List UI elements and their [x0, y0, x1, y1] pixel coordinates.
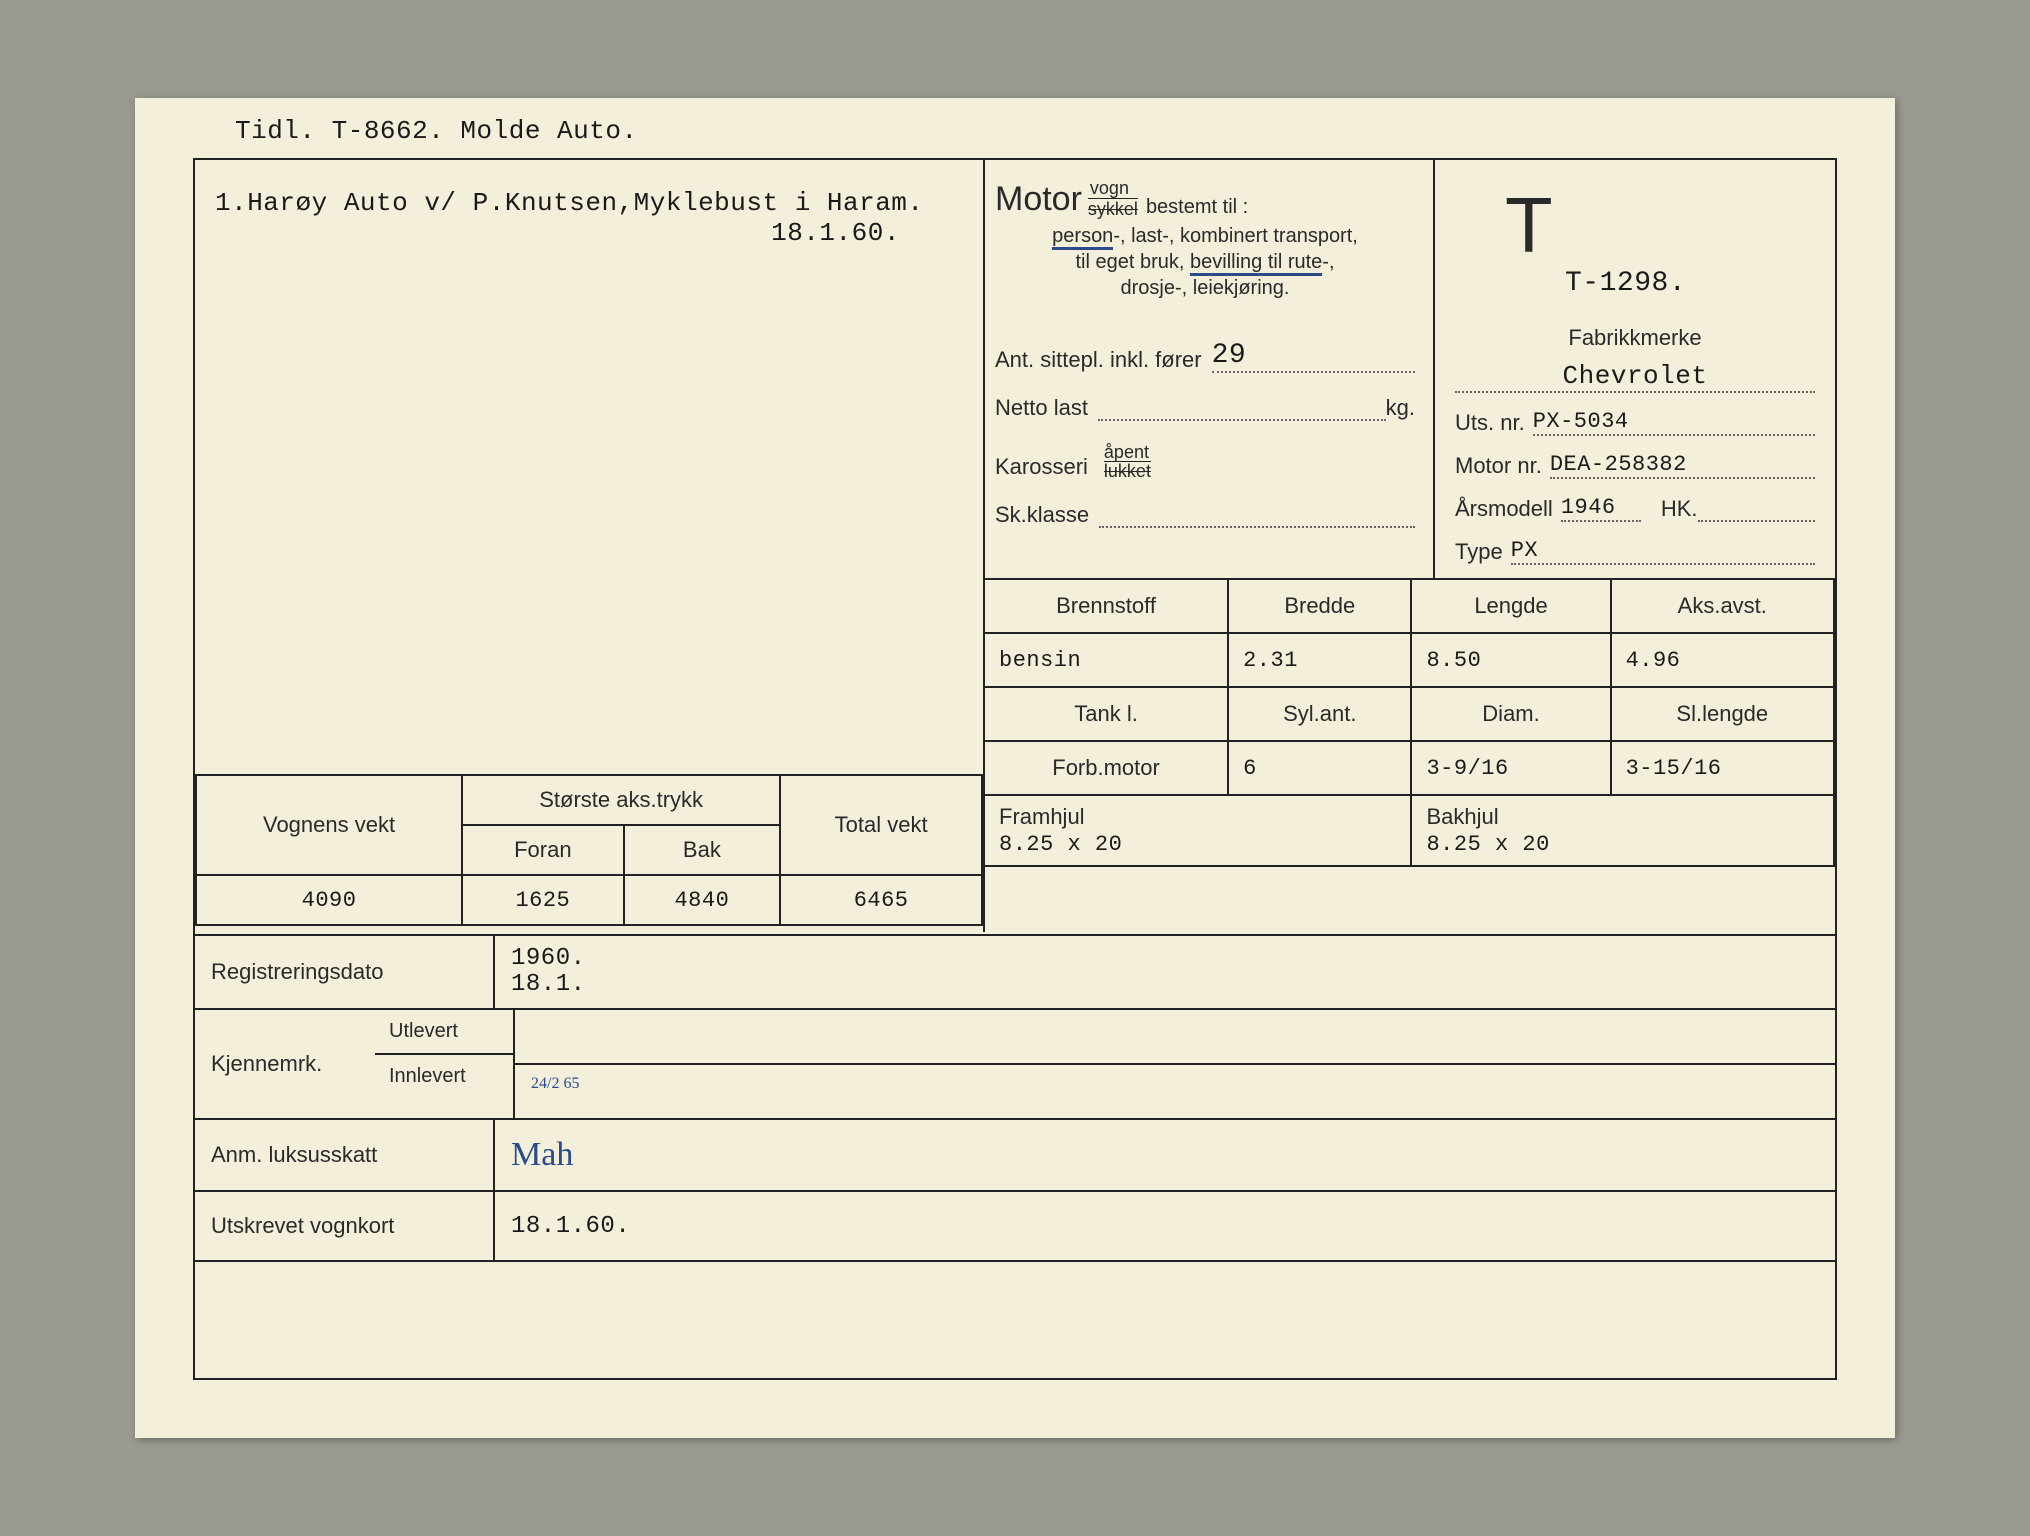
regdato-line1: 1960. — [511, 946, 586, 972]
bestemt-label: bestemt til : — [1146, 196, 1248, 219]
owner-date: 18.1.60. — [771, 218, 900, 248]
hk-value — [1698, 520, 1816, 522]
karosseri-open: åpent — [1104, 443, 1151, 462]
framhjul-value: 8.25 x 20 — [999, 832, 1122, 857]
registration-card: Tidl. T-8662. Molde Auto. 1.Harøy Auto v… — [135, 98, 1895, 1438]
vognens-vekt: 4090 — [196, 875, 462, 925]
arsmodell-label: Årsmodell — [1455, 496, 1553, 522]
reg-number: T-1298. — [1565, 268, 1686, 299]
total-vekt-label: Total vekt — [780, 775, 982, 875]
forbmotor-label: Forb.motor — [984, 741, 1228, 795]
vogn-label: vogn — [1088, 178, 1138, 199]
fabrikkmerke-value: Chevrolet — [1455, 361, 1815, 393]
bak-label: Bak — [624, 825, 781, 875]
total-value: 6465 — [780, 875, 982, 925]
bakhjul-label: Bakhjul — [1426, 804, 1498, 829]
previous-registration: Tidl. T-8662. Molde Auto. — [235, 116, 638, 146]
motor-panel: Motor vogn sykkel bestemt til : person-,… — [995, 178, 1415, 301]
foran-value: 1625 — [462, 875, 624, 925]
anm-label: Anm. luksusskatt — [195, 1120, 495, 1190]
netto-unit: kg. — [1386, 395, 1415, 421]
seats-value: 29 — [1212, 340, 1415, 373]
v-brennstoff: bensin — [984, 633, 1228, 687]
seats-label: Ant. sittepl. inkl. fører — [995, 347, 1202, 373]
purpose-line3: drosje-, leiekjøring. — [995, 275, 1415, 301]
utskrevet-label: Utskrevet vognkort — [195, 1192, 495, 1260]
purpose-rute: bevilling til rute — [1190, 251, 1322, 276]
divider-t-vertical — [1433, 160, 1435, 578]
karosseri-label: Karosseri — [995, 454, 1088, 480]
innlevert-value: 24/2 65 — [515, 1065, 1835, 1118]
purpose-lines: person-, last-, kombinert transport, til… — [995, 223, 1415, 301]
utskrevet-value: 18.1.60. — [495, 1192, 1835, 1260]
type-value: PX — [1511, 538, 1815, 565]
h-lengde: Lengde — [1411, 579, 1610, 633]
utlevert-value — [515, 1010, 1835, 1065]
motor-nr-value: DEA-258382 — [1550, 452, 1815, 479]
h-diam: Diam. — [1411, 687, 1610, 741]
anm-value: Mah — [495, 1120, 1835, 1190]
motor-title: Motor — [995, 180, 1082, 219]
motor-nr-label: Motor nr. — [1455, 453, 1542, 479]
vognens-vekt-label: Vognens vekt — [196, 775, 462, 875]
spec-table: Brennstoff Bredde Lengde Aks.avst. bensi… — [983, 578, 1835, 867]
v-sylant: 6 — [1228, 741, 1411, 795]
owner-text: 1.Harøy Auto v/ P.Knutsen,Myklebust i Ha… — [215, 188, 924, 218]
reg-letter: T — [1505, 180, 1553, 271]
card-frame: 1.Harøy Auto v/ P.Knutsen,Myklebust i Ha… — [193, 158, 1837, 1380]
innlevert-label: Innlevert — [375, 1055, 513, 1098]
regdato-label: Registreringsdato — [195, 936, 495, 1008]
bakhjul-value: 8.25 x 20 — [1426, 832, 1549, 857]
v-diam: 3-9/16 — [1411, 741, 1610, 795]
netto-label: Netto last — [995, 395, 1088, 421]
vehicle-spec-column: Fabrikkmerke Chevrolet Uts. nr. PX-5034 M… — [1455, 325, 1815, 581]
regdato-line2: 18.1. — [511, 972, 586, 998]
hk-label: HK. — [1661, 496, 1698, 522]
foran-label: Foran — [462, 825, 624, 875]
h-aksavst: Aks.avst. — [1611, 579, 1834, 633]
uts-value: PX-5034 — [1533, 409, 1815, 436]
skklasse-label: Sk.klasse — [995, 502, 1089, 528]
karosseri-closed: lukket — [1104, 462, 1151, 480]
h-sylant: Syl.ant. — [1228, 687, 1411, 741]
fabrikkmerke-label: Fabrikkmerke — [1455, 325, 1815, 351]
h-sllengde: Sl.lengde — [1611, 687, 1834, 741]
v-aksavst: 4.96 — [1611, 633, 1834, 687]
utlevert-label: Utlevert — [375, 1010, 513, 1055]
h-tank: Tank l. — [984, 687, 1228, 741]
sykkel-struck: sykkel — [1088, 199, 1138, 219]
arsmodell-value: 1946 — [1561, 495, 1641, 522]
v-lengde: 8.50 — [1411, 633, 1610, 687]
skklasse-value — [1099, 526, 1415, 528]
weight-table: Vognens vekt Største aks.trykk Total vek… — [195, 774, 983, 926]
bak-value: 4840 — [624, 875, 781, 925]
h-bredde: Bredde — [1228, 579, 1411, 633]
uts-label: Uts. nr. — [1455, 410, 1525, 436]
v-sllengde: 3-15/16 — [1611, 741, 1834, 795]
owner-line: 1.Harøy Auto v/ P.Knutsen,Myklebust i Ha… — [215, 188, 924, 248]
storste-aks-label: Største aks.trykk — [462, 775, 780, 825]
purpose-person: person — [1052, 225, 1113, 250]
v-bredde: 2.31 — [1228, 633, 1411, 687]
netto-value — [1098, 419, 1386, 421]
motor-fields: Ant. sittepl. inkl. fører 29 Netto last … — [995, 340, 1415, 550]
h-brennstoff: Brennstoff — [984, 579, 1228, 633]
lower-rows: Registreringsdato 1960. 18.1. Kjennemrk.… — [195, 934, 1835, 1262]
framhjul-label: Framhjul — [999, 804, 1085, 829]
kjennemrk-label: Kjennemrk. — [195, 1010, 375, 1118]
type-label: Type — [1455, 539, 1503, 565]
